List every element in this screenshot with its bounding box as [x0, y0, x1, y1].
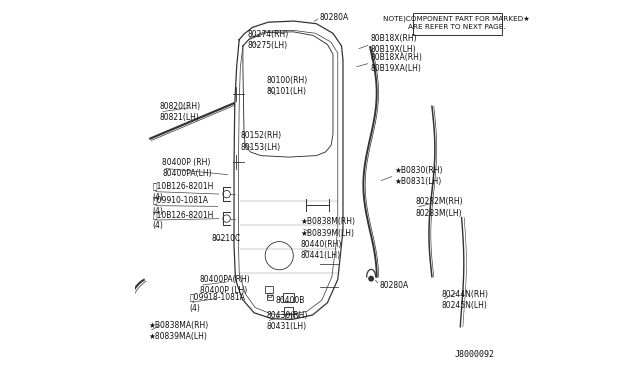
Text: 80280A: 80280A	[320, 13, 349, 22]
Text: 80280A: 80280A	[380, 281, 408, 290]
Text: 80282M(RH)
80283M(LH): 80282M(RH) 80283M(LH)	[415, 198, 463, 218]
Text: ★B0838MA(RH)
★80839MA(LH): ★B0838MA(RH) ★80839MA(LH)	[148, 321, 209, 341]
Text: 80400B: 80400B	[276, 296, 305, 305]
Bar	[268, 295, 273, 300]
Text: 80820(RH)
80821(LH): 80820(RH) 80821(LH)	[160, 102, 201, 122]
Text: J8000092: J8000092	[455, 350, 495, 359]
Text: Ⓓ10B126-8201H
(4): Ⓓ10B126-8201H (4)	[152, 210, 214, 230]
Text: ARE REFER TO NEXT PAGE.: ARE REFER TO NEXT PAGE.	[408, 25, 505, 31]
Text: Ⓞ09918-1081A
(4): Ⓞ09918-1081A (4)	[189, 293, 245, 313]
Text: Ⓞ09910-1081A
(4): Ⓞ09910-1081A (4)	[152, 196, 209, 216]
Text: 80152(RH)
80153(LH): 80152(RH) 80153(LH)	[240, 131, 282, 151]
Bar	[283, 294, 294, 302]
Text: Ⓜ10B126-8201H
(4): Ⓜ10B126-8201H (4)	[152, 182, 214, 202]
Text: 80430(RH)
80431(LH): 80430(RH) 80431(LH)	[266, 311, 308, 331]
Text: NOTE)COMPONENT PART FOR MARKED★: NOTE)COMPONENT PART FOR MARKED★	[383, 15, 530, 22]
Circle shape	[368, 276, 374, 282]
Text: 80274(RH)
80275(LH): 80274(RH) 80275(LH)	[248, 29, 289, 49]
Bar	[413, 13, 502, 35]
Text: 80100(RH)
80101(LH): 80100(RH) 80101(LH)	[266, 76, 307, 96]
Text: 80244N(RH)
80245N(LH): 80244N(RH) 80245N(LH)	[442, 290, 488, 310]
Text: 80440(RH)
80441(LH): 80440(RH) 80441(LH)	[301, 240, 342, 260]
Text: ★B0830(RH)
★B0831(LH): ★B0830(RH) ★B0831(LH)	[394, 166, 443, 186]
Bar	[284, 307, 293, 314]
Text: 80400PA(RH)
80400P (LH): 80400PA(RH) 80400P (LH)	[200, 275, 250, 295]
Text: 80400P (RH)
80400PA(LH): 80400P (RH) 80400PA(LH)	[163, 158, 212, 178]
Text: 80210C: 80210C	[211, 234, 241, 243]
Text: 80B18XA(RH)
80B19XA(LH): 80B18XA(RH) 80B19XA(LH)	[370, 53, 422, 73]
Text: ★B0838M(RH)
★B0839M(LH): ★B0838M(RH) ★B0839M(LH)	[301, 218, 356, 238]
Text: 80B18X(RH)
80B19X(LH): 80B18X(RH) 80B19X(LH)	[370, 34, 417, 54]
Bar	[265, 286, 273, 294]
